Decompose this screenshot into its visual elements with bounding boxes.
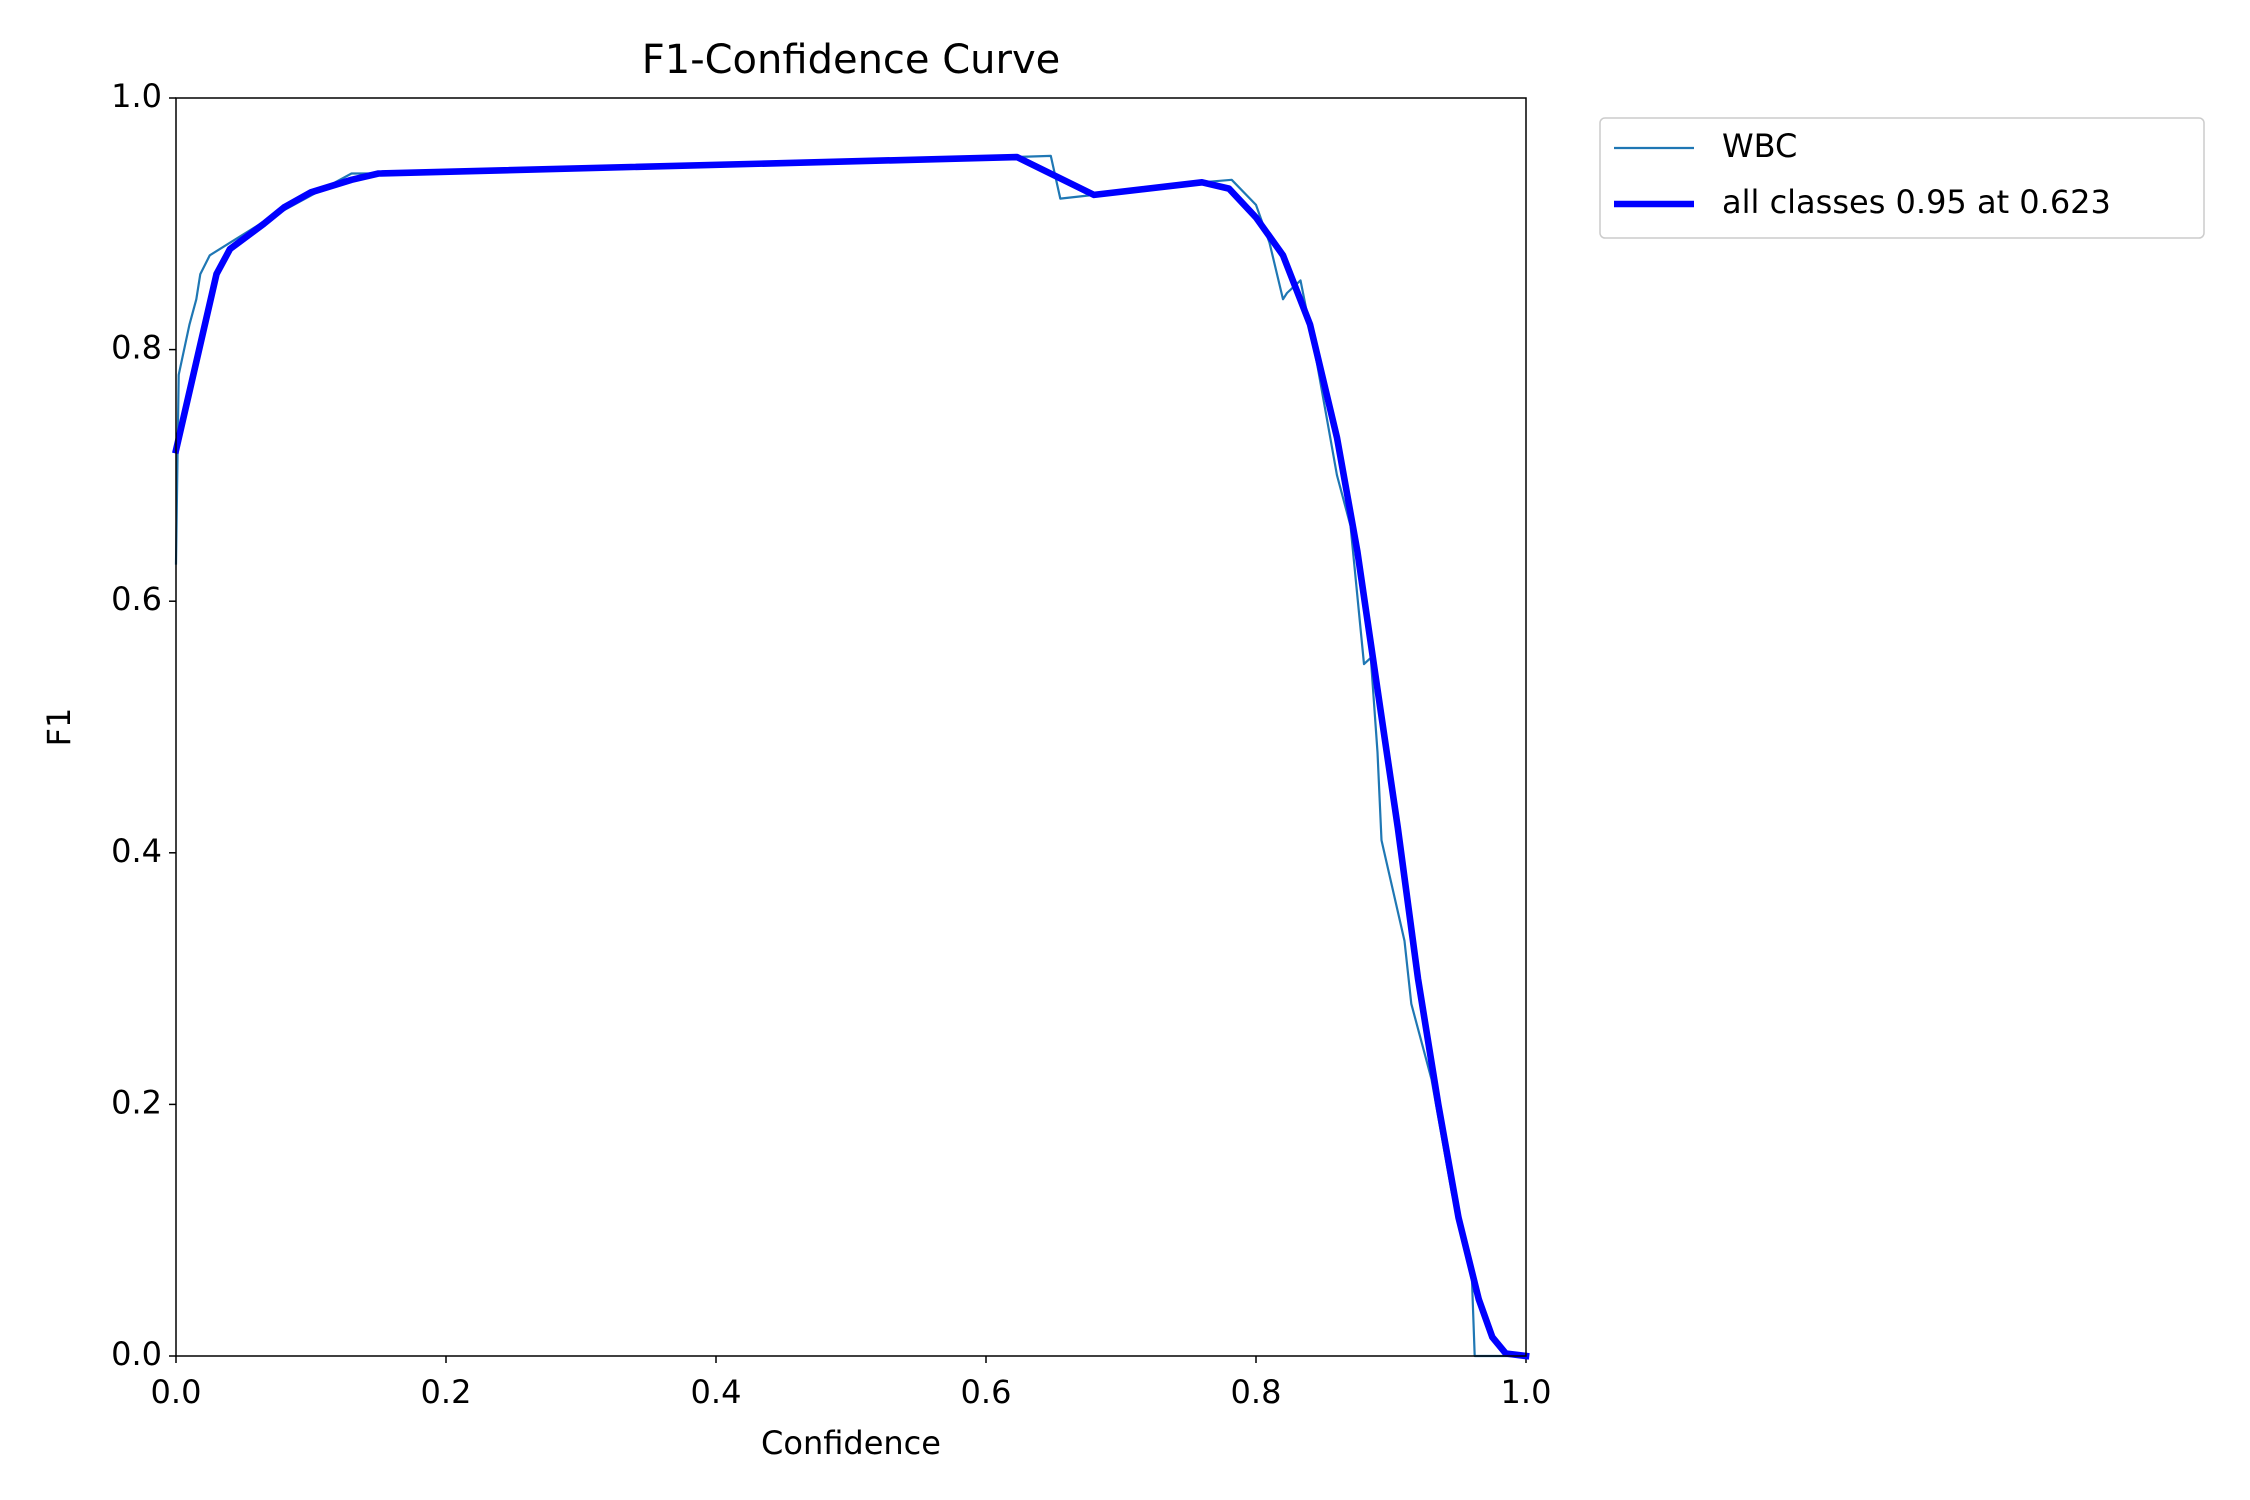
y-axis-label: F1: [40, 708, 78, 747]
x-tick-label: 0.2: [421, 1373, 472, 1411]
y-tick-label: 0.0: [111, 1335, 162, 1373]
x-tick-label: 1.0: [1501, 1373, 1552, 1411]
chart-title: F1-Confidence Curve: [642, 37, 1061, 83]
x-tick-label: 0.0: [151, 1373, 202, 1411]
x-tick-label: 0.4: [691, 1373, 742, 1411]
legend-box: [1599, 117, 2205, 239]
series-line: [172, 153, 1530, 1360]
y-tick-label: 0.2: [111, 1083, 162, 1121]
y-tick-label: 0.8: [111, 329, 162, 367]
y-tick-label: 0.6: [111, 580, 162, 618]
y-tick-label: 0.4: [111, 832, 162, 870]
y-tick-label: 1.0: [111, 77, 162, 115]
x-axis-label: Confidence: [761, 1424, 941, 1462]
x-tick-label: 0.8: [1231, 1373, 1282, 1411]
plot-frame: [175, 97, 1527, 1357]
legend-label: WBC: [1722, 127, 1797, 165]
x-tick-label: 0.6: [961, 1373, 1012, 1411]
series-line: [174, 154, 1528, 1358]
legend-label: all classes 0.95 at 0.623: [1722, 183, 2111, 221]
